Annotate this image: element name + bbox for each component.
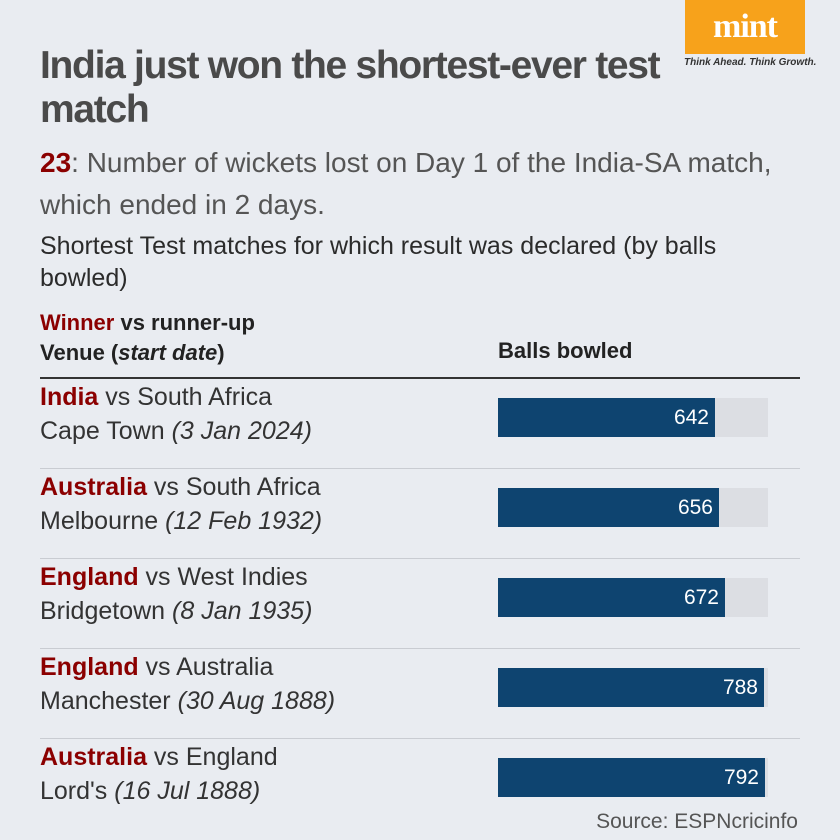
- table-row: India vs South Africa Cape Town (3 Jan 20…: [40, 379, 800, 469]
- table-row: England vs Australia Manchester (30 Aug 1…: [40, 649, 800, 739]
- stat-text: : Number of wickets lost on Day 1 of the…: [40, 147, 772, 220]
- bar-track: 672: [498, 578, 768, 617]
- runner-up-name: vs Australia: [138, 653, 274, 681]
- bar-track: 792: [498, 758, 768, 797]
- venue-name: Lord's: [40, 777, 115, 805]
- chart-title: India just won the shortest-ever test ma…: [40, 44, 661, 131]
- runner-up-name: vs West Indies: [138, 563, 308, 591]
- bar-track: 642: [498, 398, 768, 437]
- winner-name: England: [40, 653, 139, 681]
- bar-value-label: 642: [673, 406, 709, 429]
- bar-value-label: 656: [677, 496, 713, 519]
- row-divider: [40, 648, 800, 649]
- start-date: (30 Aug 1888): [177, 687, 336, 715]
- bar-value-label: 672: [683, 586, 719, 609]
- start-date: (16 Jul 1888): [114, 777, 261, 805]
- start-date: (12 Feb 1932): [165, 507, 323, 535]
- bar: [498, 578, 725, 617]
- table-row: Australia vs England Lord's (16 Jul 1888)…: [40, 739, 800, 829]
- stat-number: 23: [40, 147, 72, 178]
- row-divider: [40, 738, 800, 739]
- winner-name: India: [40, 383, 99, 411]
- winner-name: Australia: [40, 743, 147, 771]
- source-note: Source: ESPNcricinfo: [596, 810, 798, 833]
- match-line: Australia vs South Africa: [40, 473, 321, 502]
- column-header-vs: vs runner-up: [114, 310, 255, 335]
- venue-line: Melbourne (12 Feb 1932): [40, 507, 322, 536]
- bar-value-label: 792: [723, 766, 759, 789]
- match-line: England vs Australia: [40, 653, 273, 682]
- runner-up-name: vs South Africa: [98, 383, 273, 411]
- venue-line: Cape Town (3 Jan 2024): [40, 417, 312, 446]
- bar: [498, 758, 765, 797]
- column-header-winner: Winner: [40, 310, 115, 335]
- runner-up-name: vs England: [146, 743, 278, 771]
- brand-tagline: Think Ahead. Think Growth.: [684, 57, 817, 68]
- table-row: Australia vs South Africa Melbourne (12 F…: [40, 469, 800, 559]
- column-header-balls: Balls bowled: [498, 338, 633, 363]
- venue-name: Manchester: [40, 687, 178, 715]
- bar-value-label: 788: [722, 676, 758, 699]
- venue-name: Cape Town: [40, 417, 172, 445]
- venue-line: Lord's (16 Jul 1888): [40, 777, 260, 806]
- bar-track: 788: [498, 668, 768, 707]
- venue-line: Manchester (30 Aug 1888): [40, 687, 335, 716]
- row-divider: [40, 468, 800, 469]
- bar: [498, 488, 719, 527]
- bar-chart: India vs South Africa Cape Town (3 Jan 20…: [0, 379, 840, 809]
- bar: [498, 668, 764, 707]
- bar-track: 656: [498, 488, 768, 527]
- match-line: Australia vs England: [40, 743, 278, 772]
- column-header-start-date: start date: [118, 340, 218, 365]
- match-line: England vs West Indies: [40, 563, 308, 592]
- column-header-match: Winner vs runner-up Venue (start date): [40, 308, 255, 368]
- venue-name: Melbourne: [40, 507, 166, 535]
- venue-line: Bridgetown (8 Jan 1935): [40, 597, 312, 626]
- header-divider: [40, 377, 800, 379]
- stat-callout: 23: Number of wickets lost on Day 1 of t…: [40, 142, 800, 226]
- winner-name: England: [40, 563, 139, 591]
- winner-name: Australia: [40, 473, 147, 501]
- start-date: (8 Jan 1935): [172, 597, 313, 625]
- runner-up-name: vs South Africa: [146, 473, 321, 501]
- venue-name: Bridgetown: [40, 597, 173, 625]
- match-line: India vs South Africa: [40, 383, 272, 412]
- bar: [498, 398, 715, 437]
- mint-logo: mint: [685, 0, 805, 54]
- column-header-close: ): [217, 340, 225, 365]
- column-header-venue: Venue (: [40, 340, 119, 365]
- table-row: England vs West Indies Bridgetown (8 Jan …: [40, 559, 800, 649]
- chart-subtitle: Shortest Test matches for which result w…: [40, 232, 717, 292]
- start-date: (3 Jan 2024): [171, 417, 312, 445]
- row-divider: [40, 558, 800, 559]
